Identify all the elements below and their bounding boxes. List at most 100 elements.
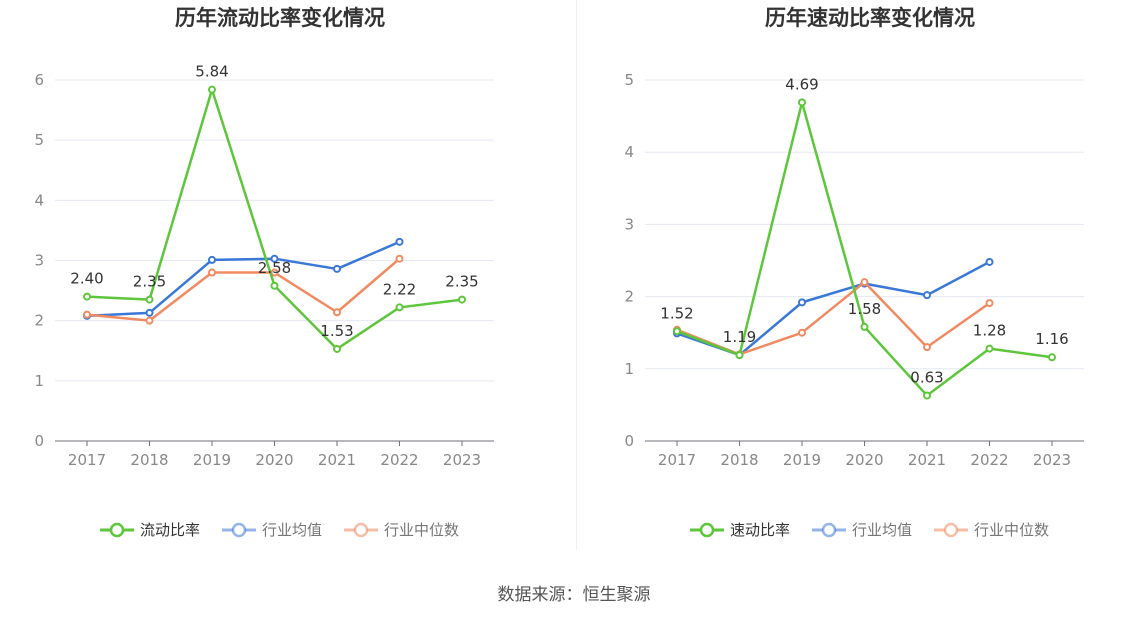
x-tick-label: 2020 xyxy=(845,451,883,469)
y-tick-label: 5 xyxy=(34,131,44,149)
data-point xyxy=(860,278,869,287)
data-point xyxy=(333,344,341,353)
legend-item-1: 流动比率 xyxy=(100,521,200,539)
y-tick-label: 0 xyxy=(624,432,634,450)
legend-item-3: 行业中位数 xyxy=(344,521,459,539)
data-point xyxy=(145,316,154,325)
data-point xyxy=(83,310,91,319)
data-point xyxy=(860,322,869,331)
x-tick-label: 2018 xyxy=(130,451,168,469)
y-tick-label: 1 xyxy=(34,372,44,390)
data-point xyxy=(798,98,806,107)
x-tick-label: 2021 xyxy=(908,451,946,469)
data-point xyxy=(208,85,216,94)
y-tick-label: 6 xyxy=(34,71,44,89)
legend-label: 行业中位数 xyxy=(974,521,1049,539)
legend-marker-icon xyxy=(109,522,125,538)
data-point xyxy=(923,391,931,400)
legend-item-2: 行业均值 xyxy=(222,521,322,539)
data-point xyxy=(985,257,994,266)
legend-label: 行业均值 xyxy=(262,521,322,539)
x-tick-label: 2018 xyxy=(720,451,758,469)
y-tick-label: 2 xyxy=(34,312,44,330)
data-point xyxy=(270,281,279,290)
legend-item-1: 速动比率 xyxy=(690,521,790,539)
legend-marker-icon xyxy=(943,522,959,538)
series-line-2 xyxy=(86,240,400,318)
legend-label: 速动比率 xyxy=(730,521,790,539)
data-point xyxy=(395,254,404,263)
x-tick-label: 2021 xyxy=(318,451,356,469)
data-point xyxy=(83,292,91,301)
data-label: 2.35 xyxy=(133,273,166,291)
panel-divider xyxy=(576,0,577,550)
x-tick-label: 2019 xyxy=(193,451,231,469)
y-tick-label: 1 xyxy=(624,360,634,378)
data-point xyxy=(985,344,994,353)
legend-marker-icon xyxy=(231,522,247,538)
legend-marker-icon xyxy=(821,522,837,538)
data-label: 2.58 xyxy=(258,259,291,277)
data-point xyxy=(923,291,931,300)
data-label: 0.63 xyxy=(910,369,943,387)
data-label: 1.52 xyxy=(660,304,693,322)
data-point xyxy=(145,308,154,317)
data-point xyxy=(798,298,806,307)
data-point xyxy=(395,237,404,246)
data-point xyxy=(923,343,931,352)
series-line-3 xyxy=(86,257,401,322)
x-tick-label: 2020 xyxy=(255,451,293,469)
y-tick-label: 5 xyxy=(624,71,634,89)
data-label: 4.69 xyxy=(785,75,818,93)
x-tick-label: 2023 xyxy=(443,451,481,469)
data-label: 5.84 xyxy=(195,63,228,81)
y-tick-label: 2 xyxy=(624,288,634,306)
data-point xyxy=(395,303,404,312)
chart-panel-1: 历年流动比率变化情况 0 1 2 3 4 5 6 2017 2018 2019 2020 2021 202… xyxy=(34,6,494,539)
x-tick-label: 2022 xyxy=(970,451,1008,469)
data-label: 1.53 xyxy=(320,322,353,340)
data-source-note: 数据来源：恒生聚源 xyxy=(497,585,651,605)
x-tick-label: 2022 xyxy=(380,451,418,469)
data-point xyxy=(1048,353,1056,362)
data-point xyxy=(458,295,466,304)
chart-title: 历年流动比率变化情况 xyxy=(175,6,385,30)
x-tick-label: 2017 xyxy=(658,451,696,469)
series-line-1 xyxy=(86,88,463,351)
data-point xyxy=(985,299,994,308)
x-tick-label: 2023 xyxy=(1033,451,1071,469)
series-line-1 xyxy=(676,101,1053,397)
data-label: 1.58 xyxy=(848,300,881,318)
data-point xyxy=(333,264,341,273)
data-label: 1.16 xyxy=(1035,330,1068,348)
data-point xyxy=(208,268,216,277)
legend-label: 行业中位数 xyxy=(384,521,459,539)
y-tick-label: 4 xyxy=(624,143,634,161)
data-point xyxy=(735,351,744,360)
chart-panel-2: 历年速动比率变化情况 0 1 2 3 4 5 2017 2018 2019 2020 2021 2022… xyxy=(624,6,1084,539)
data-point xyxy=(145,295,154,304)
data-point xyxy=(673,327,681,336)
y-tick-label: 3 xyxy=(624,215,634,233)
data-point xyxy=(208,255,216,264)
legend-label: 行业均值 xyxy=(852,521,912,539)
data-point xyxy=(798,328,806,337)
data-point xyxy=(333,308,341,317)
data-label: 2.35 xyxy=(445,273,478,291)
data-point xyxy=(270,254,279,263)
y-tick-label: 0 xyxy=(34,432,44,450)
x-tick-label: 2019 xyxy=(783,451,821,469)
data-label: 1.28 xyxy=(973,322,1006,340)
legend-marker-icon xyxy=(353,522,369,538)
legend-item-3: 行业中位数 xyxy=(934,521,1049,539)
legend-label: 流动比率 xyxy=(140,521,200,539)
data-label: 1.19 xyxy=(723,328,756,346)
legend-marker-icon xyxy=(699,522,715,538)
legend-item-2: 行业均值 xyxy=(812,521,912,539)
y-tick-label: 3 xyxy=(34,252,44,270)
x-tick-label: 2017 xyxy=(68,451,106,469)
data-label: 2.40 xyxy=(70,270,103,288)
y-tick-label: 4 xyxy=(34,191,44,209)
chart-title: 历年速动比率变化情况 xyxy=(765,6,975,30)
